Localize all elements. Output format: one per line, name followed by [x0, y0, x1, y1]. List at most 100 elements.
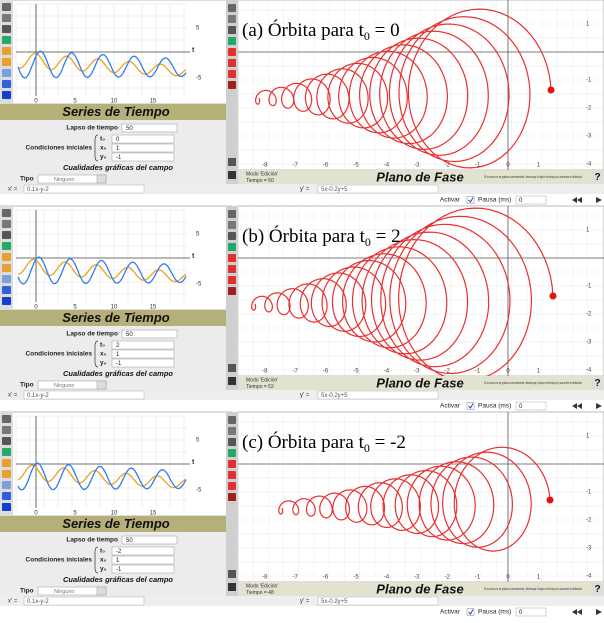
tool-icon[interactable]: [228, 583, 236, 591]
input[interactable]: [111, 349, 175, 359]
input[interactable]: [111, 143, 175, 153]
tool-icon[interactable]: [228, 364, 236, 372]
tool-icon[interactable]: [228, 37, 236, 45]
tool-icon[interactable]: [228, 81, 236, 89]
input[interactable]: [111, 564, 175, 574]
input[interactable]: [317, 390, 439, 400]
rewind-button[interactable]: [572, 197, 582, 203]
tool-icon[interactable]: [2, 47, 11, 55]
input[interactable]: [515, 195, 547, 205]
tool-icon[interactable]: [2, 231, 11, 239]
tool-icon[interactable]: [228, 15, 236, 23]
select-arrow[interactable]: [96, 586, 107, 596]
tick-label: 0: [34, 305, 38, 311]
tool-icon[interactable]: [2, 3, 11, 11]
play-button[interactable]: [596, 609, 602, 615]
input[interactable]: [111, 340, 175, 350]
tool-icon[interactable]: [2, 209, 11, 217]
tool-icon[interactable]: [2, 448, 11, 456]
play-button[interactable]: [596, 197, 602, 203]
tool-icon[interactable]: [228, 4, 236, 12]
tool-icon[interactable]: [2, 459, 11, 467]
tool-icon[interactable]: [2, 242, 11, 250]
tool-icon[interactable]: [2, 80, 11, 88]
tool-icon[interactable]: [228, 265, 236, 273]
tool-icon[interactable]: [228, 276, 236, 284]
input[interactable]: [111, 152, 175, 162]
tool-icon[interactable]: [228, 210, 236, 218]
input[interactable]: [111, 546, 175, 556]
tool-icon[interactable]: [228, 243, 236, 251]
tool-icon[interactable]: [2, 492, 11, 500]
tool-icon[interactable]: [228, 482, 236, 490]
tool-icon[interactable]: [2, 275, 11, 283]
input[interactable]: [515, 607, 547, 617]
tool-icon[interactable]: [228, 449, 236, 457]
tool-icon[interactable]: [2, 297, 11, 305]
rewind-button[interactable]: [572, 403, 582, 409]
tool-icon[interactable]: [2, 91, 11, 99]
input[interactable]: [317, 184, 439, 194]
tool-icon[interactable]: [2, 220, 11, 228]
tool-icon[interactable]: [228, 26, 236, 34]
play-button[interactable]: [596, 403, 602, 409]
input[interactable]: [111, 134, 175, 144]
tool-icon[interactable]: [228, 570, 236, 578]
input[interactable]: [23, 596, 145, 606]
tool-icon[interactable]: [228, 460, 236, 468]
tool-icon[interactable]: [2, 253, 11, 261]
panel-title: Plano de Fase: [376, 375, 463, 390]
tool-icon[interactable]: [228, 59, 236, 67]
help-label[interactable]: ?: [594, 378, 600, 389]
tool-icon[interactable]: [228, 377, 236, 385]
select-arrow[interactable]: [96, 174, 107, 184]
help-label[interactable]: ?: [594, 584, 600, 595]
input[interactable]: [23, 390, 145, 400]
tool-icon[interactable]: [228, 471, 236, 479]
rewind-button[interactable]: [572, 609, 582, 615]
checkbox[interactable]: [466, 196, 475, 204]
tick-label: 15: [150, 511, 157, 517]
input[interactable]: [121, 329, 178, 339]
tool-icon[interactable]: [2, 481, 11, 489]
input[interactable]: [121, 123, 178, 133]
tool-icon[interactable]: [228, 158, 236, 166]
help-button[interactable]: [592, 377, 603, 389]
input[interactable]: [121, 535, 178, 545]
checkbox[interactable]: [466, 608, 475, 616]
tool-icon[interactable]: [228, 171, 236, 179]
tool-icon[interactable]: [2, 58, 11, 66]
checkbox[interactable]: [466, 402, 475, 410]
tool-icon[interactable]: [2, 437, 11, 445]
help-button[interactable]: [592, 583, 603, 595]
tool-icon[interactable]: [2, 415, 11, 423]
input[interactable]: [317, 596, 439, 606]
input[interactable]: [111, 358, 175, 368]
tool-icon[interactable]: [228, 287, 236, 295]
tool-icon[interactable]: [228, 48, 236, 56]
help-label[interactable]: ?: [594, 172, 600, 183]
tool-icon[interactable]: [228, 438, 236, 446]
tool-icon[interactable]: [228, 254, 236, 262]
tool-icon[interactable]: [228, 416, 236, 424]
tool-icon[interactable]: [2, 14, 11, 22]
input[interactable]: [111, 555, 175, 565]
tool-icon[interactable]: [228, 70, 236, 78]
tool-icon[interactable]: [2, 503, 11, 511]
select-arrow[interactable]: [96, 380, 107, 390]
tool-icon[interactable]: [2, 264, 11, 272]
tool-icon[interactable]: [2, 25, 11, 33]
tool-icon[interactable]: [228, 221, 236, 229]
help-button[interactable]: [592, 171, 603, 183]
tool-icon[interactable]: [228, 232, 236, 240]
tool-icon[interactable]: [2, 69, 11, 77]
tool-icon[interactable]: [2, 426, 11, 434]
input[interactable]: [515, 401, 547, 411]
tool-icon[interactable]: [228, 493, 236, 501]
input[interactable]: [23, 184, 145, 194]
tool-icon[interactable]: [2, 286, 11, 294]
tool-icon[interactable]: [2, 470, 11, 478]
tool-icon[interactable]: [2, 36, 11, 44]
tool-icon[interactable]: [228, 427, 236, 435]
tick-label: 15: [150, 99, 157, 105]
